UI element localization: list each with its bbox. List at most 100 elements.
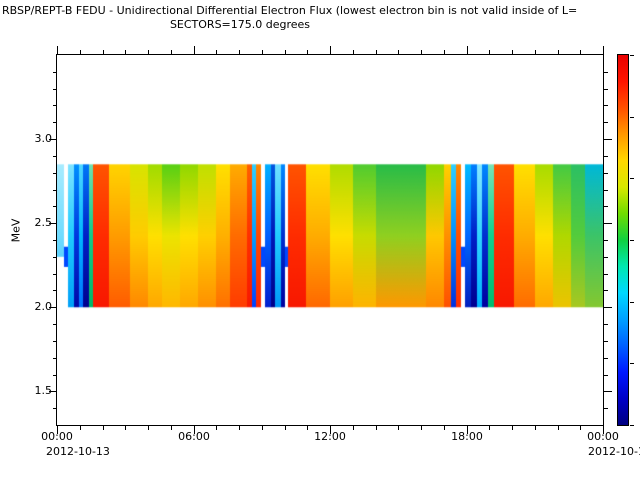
y-minor-tick-right [604, 190, 608, 191]
x-minor-tick [103, 426, 104, 430]
x-minor-tick-top [307, 50, 308, 54]
y-axis-label: MeV [9, 218, 23, 243]
x-minor-tick [262, 426, 263, 430]
colorbar-tick [630, 302, 634, 303]
y-major-tick-right [604, 223, 612, 224]
x-minor-tick-top [125, 50, 126, 54]
plot-subtitle: SECTORS=175.0 degrees [169, 18, 311, 31]
y-minor-tick [53, 375, 57, 376]
x-major-tick [603, 426, 604, 434]
y-minor-tick-right [604, 156, 608, 157]
x-minor-tick-top [489, 50, 490, 54]
y-major-tick [49, 391, 57, 392]
x-major-tick-top [57, 46, 58, 54]
colorbar-tick [630, 117, 634, 118]
y-minor-tick [53, 408, 57, 409]
plot-title: RBSP/REPT-B FEDU - Unidirectional Differ… [2, 4, 578, 17]
x-minor-tick [489, 426, 490, 430]
y-tick-label: 3.0 [34, 132, 53, 145]
x-major-tick-top [467, 46, 468, 54]
x-minor-tick [307, 426, 308, 430]
y-minor-tick-right [604, 257, 608, 258]
y-minor-tick [53, 173, 57, 174]
x-minor-tick-top [80, 50, 81, 54]
x-minor-tick-top [239, 50, 240, 54]
x-minor-tick-top [398, 50, 399, 54]
x-minor-tick-top [535, 50, 536, 54]
x-minor-tick-top [171, 50, 172, 54]
y-minor-tick-right [604, 408, 608, 409]
x-minor-tick-top [444, 50, 445, 54]
y-minor-tick-right [604, 240, 608, 241]
heatmap-canvas [57, 55, 603, 425]
x-minor-tick [353, 426, 354, 430]
y-major-tick-right [604, 391, 612, 392]
x-major-tick-top [194, 46, 195, 54]
y-minor-tick [53, 240, 57, 241]
y-minor-tick-right [604, 122, 608, 123]
x-minor-tick [285, 426, 286, 430]
x-tick-label: 12:00 [314, 430, 346, 443]
x-minor-tick [512, 426, 513, 430]
x-minor-tick [398, 426, 399, 430]
x-axis-date-end: 2012-10-14 [588, 445, 640, 458]
x-tick-label: 00:00 [41, 430, 73, 443]
x-minor-tick [125, 426, 126, 430]
y-minor-tick [53, 257, 57, 258]
x-minor-tick [171, 426, 172, 430]
x-minor-tick-top [580, 50, 581, 54]
x-minor-tick-top [376, 50, 377, 54]
y-minor-tick [53, 274, 57, 275]
y-minor-tick-right [604, 206, 608, 207]
x-minor-tick-top [512, 50, 513, 54]
x-minor-tick-top [262, 50, 263, 54]
x-minor-tick-top [421, 50, 422, 54]
x-major-tick [57, 426, 58, 434]
y-minor-tick [53, 72, 57, 73]
x-minor-tick [216, 426, 217, 430]
x-major-tick [330, 426, 331, 434]
plot-area [56, 54, 604, 426]
y-minor-tick-right [604, 341, 608, 342]
y-major-tick-right [604, 307, 612, 308]
y-minor-tick-right [604, 89, 608, 90]
x-tick-label: 00:00 [587, 430, 619, 443]
x-minor-tick [148, 426, 149, 430]
colorbar-tick [630, 55, 634, 56]
colorbar-tick [630, 425, 634, 426]
x-minor-tick-top [103, 50, 104, 54]
x-minor-tick-top [353, 50, 354, 54]
y-minor-tick [53, 122, 57, 123]
y-minor-tick-right [604, 324, 608, 325]
y-minor-tick [53, 290, 57, 291]
colorbar-tick [630, 363, 634, 364]
x-minor-tick [558, 426, 559, 430]
y-major-tick [49, 223, 57, 224]
x-minor-tick [421, 426, 422, 430]
y-minor-tick-right [604, 274, 608, 275]
x-major-tick [194, 426, 195, 434]
colorbar-tick [630, 240, 634, 241]
y-minor-tick [53, 89, 57, 90]
x-tick-label: 18:00 [451, 430, 483, 443]
y-major-tick-right [604, 139, 612, 140]
x-minor-tick [80, 426, 81, 430]
x-axis-date-start: 2012-10-13 [46, 445, 110, 458]
y-minor-tick [53, 358, 57, 359]
x-minor-tick [535, 426, 536, 430]
y-minor-tick-right [604, 290, 608, 291]
y-tick-label: 2.5 [34, 216, 53, 229]
colorbar [617, 54, 629, 426]
y-minor-tick-right [604, 105, 608, 106]
y-minor-tick-right [604, 72, 608, 73]
y-major-tick [49, 307, 57, 308]
x-minor-tick-top [148, 50, 149, 54]
y-minor-tick [53, 156, 57, 157]
y-minor-tick-right [604, 173, 608, 174]
y-tick-label: 2.0 [34, 300, 53, 313]
x-minor-tick-top [558, 50, 559, 54]
y-tick-label: 1.5 [34, 384, 53, 397]
x-major-tick-top [603, 46, 604, 54]
y-major-tick [49, 139, 57, 140]
